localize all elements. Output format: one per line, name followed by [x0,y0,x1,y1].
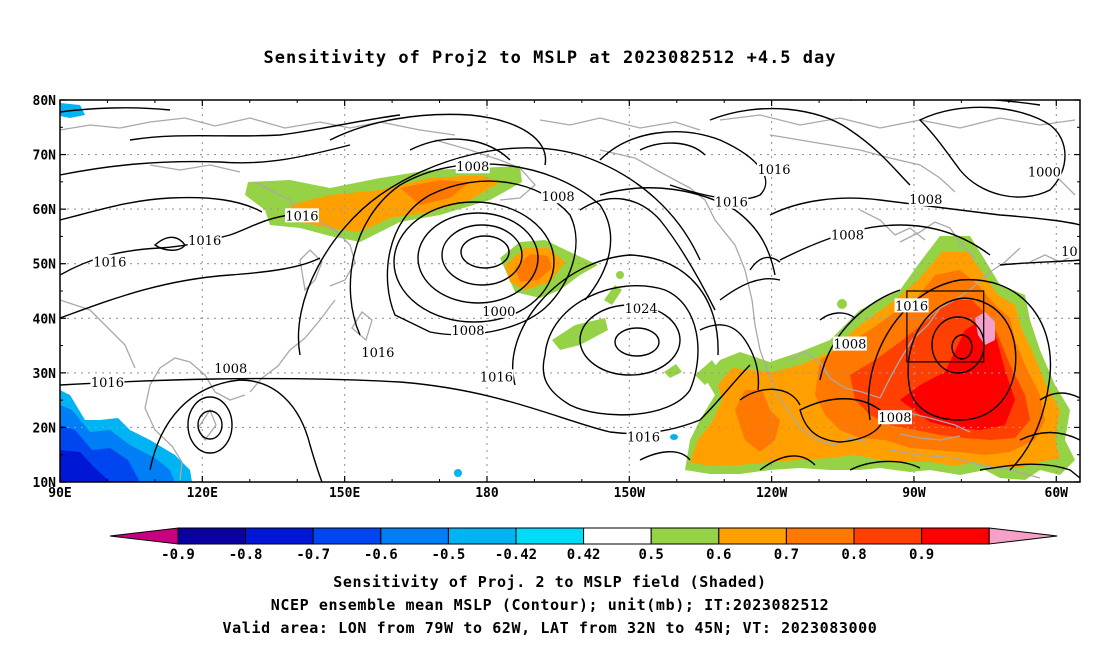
valid-area-box [906,290,985,363]
contour-label: 1016 [361,346,394,361]
colorbar-label: -0.9 [161,547,195,563]
contour-label-bg [1027,164,1062,179]
contour-label: 1016 [93,256,126,271]
footer-line-1: Sensitivity of Proj. 2 to MSLP field (Sh… [333,573,767,591]
colorbar-segment [177,527,247,545]
lat-tick-label: 40N [33,312,57,327]
chart-title: Sensitivity of Proj2 to MSLP at 20230825… [263,48,837,68]
contour-label: 1008 [456,160,489,175]
colorbar-segment [785,527,855,545]
contour-label: 1016 [895,299,928,314]
lon-tick-label: 120E [187,486,218,501]
contour-label-bg [481,303,516,318]
contour-label-bg [757,161,791,176]
colorbar-segment [921,527,990,545]
contour-label-bg [624,301,659,316]
contour-label: 1008 [878,411,911,426]
colorbar-segment [853,527,923,545]
lat-tick-label: 10N [33,476,57,491]
contour-label: 1000 [1028,166,1061,181]
lon-tick-label: 120W [756,486,787,501]
contour-label-bg [360,344,395,359]
lat-tick-label: 60N [33,203,57,218]
colorbar-segment [515,527,585,545]
contour-label: 1008 [831,228,864,243]
contour-label-bg [1060,243,1080,258]
lon-tick-label: 150E [329,486,360,501]
contour-label: 1016 [627,430,660,445]
colorbar-label: -0.42 [495,547,537,563]
contour-label: 1024 [625,302,658,317]
mslp-contours [60,100,1080,482]
contour-label: 1008 [451,324,484,339]
contour-label: 1016 [1061,245,1094,260]
contour-label: 1008 [909,193,942,208]
colorbar-label: 0.8 [841,547,866,563]
lon-tick-label: 60W [1045,486,1069,501]
colorbar-label: -0.5 [432,547,466,563]
contour-label: 1016 [757,163,790,178]
lon-tick-label: 90E [48,486,71,501]
lat-tick-label: 80N [33,94,57,109]
contour-label: 1016 [480,370,513,385]
contour-label-bg [877,410,912,425]
footer-line-2: NCEP ensemble mean MSLP (Contour); unit(… [270,596,830,614]
contour-label-bg [541,189,576,204]
contour-label-bg [90,374,125,389]
colorbar-segment [312,527,382,545]
contour-label: 1008 [542,190,575,205]
contour-label-bg [830,227,865,242]
colorbar-label: 0.7 [774,547,799,563]
colorbar-segment [245,527,314,545]
contour-label-bg [479,369,514,384]
lat-tick-label: 50N [33,258,57,273]
lat-tick-label: 70N [33,149,57,164]
lon-tick-label: 180 [475,486,499,501]
lon-tick-label: 150W [614,486,645,501]
axes: 90E 120E 150E 180 150W 120W 90W 60W 80N 70N 60N 50N… [33,94,1080,501]
contour-label-bg [626,429,661,444]
colorbar-label: -0.8 [229,547,263,563]
contour-label-bg [213,361,248,376]
colorbar-label: 0.6 [706,547,731,563]
colorbar-max-arrow [988,527,1058,545]
contour-label: 1008 [214,362,247,377]
colorbar-label: -0.7 [296,547,330,563]
lon-tick-label: 90W [902,486,926,501]
lat-tick-label: 20N [33,421,57,436]
contour-label-bg [92,254,127,269]
contour-label: 1008 [833,338,866,353]
contour-label-bg [187,232,222,247]
contour-label: 1016 [715,196,748,211]
contour-label: 1016 [285,209,318,224]
contour-label-bg [284,208,319,223]
contour-label-bg [455,159,490,174]
colorbar-segment [447,527,517,545]
colorbar-label: 0.42 [567,547,601,563]
colorbar-label: 0.5 [639,547,664,563]
contour-label-bg [832,336,867,351]
contour-label: 1016 [91,376,124,391]
contour-labels: 1008 1008 1016 1000 1008 1016 1016 1016 1008 1016… [90,159,1094,445]
contour-label-bg [451,322,485,337]
colorbar-segment [650,527,720,545]
contour-label-bg [908,191,943,206]
contour-label: 1000 [482,305,515,320]
colorbar-label: 0.9 [909,547,934,563]
colorbar-label: -0.6 [364,547,398,563]
lat-tick-label: 30N [33,367,57,382]
footer-line-3: Valid area: LON from 79W to 62W, LAT fro… [222,619,878,637]
colorbar-min-arrow [109,527,179,545]
contour-label-bg [714,194,749,209]
negative-sensitivity-region [60,450,110,482]
colorbar-segment [380,527,449,545]
coastlines [60,114,1076,481]
contour-label-bg [894,298,929,313]
colorbar: -0.9 -0.8 -0.7 -0.6 -0.5 -0.42 0.42 0.5 0.6 0.7 0.… [109,527,1058,563]
colorbar-segment [718,527,787,545]
contour-label: 1016 [188,234,221,249]
colorbar-segment [583,527,652,545]
